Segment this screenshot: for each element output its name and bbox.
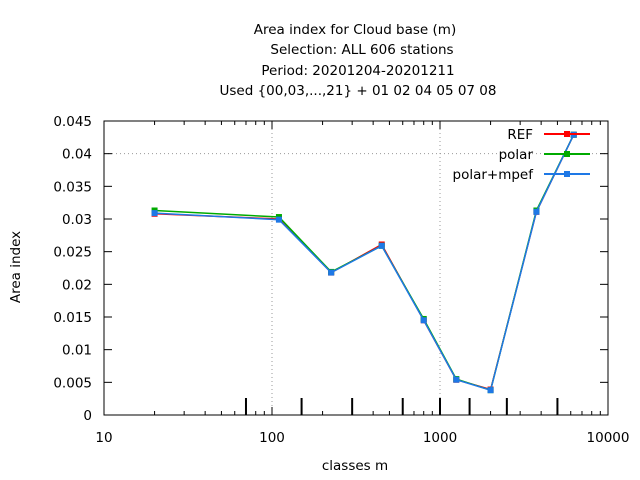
data-point <box>487 387 494 394</box>
legend-entry-2: polar+mpef <box>453 167 590 183</box>
title-line-4: Used {00,03,...,21} + 01 02 04 05 07 08 <box>220 83 497 99</box>
bottom-class-markers <box>244 398 559 415</box>
legend-entry-0: REF <box>507 127 590 143</box>
title-line-2: Selection: ALL 606 stations <box>270 42 453 58</box>
y-axis-label: Area index <box>8 231 24 303</box>
plot-frame <box>103 120 609 416</box>
series-layer <box>151 131 577 394</box>
legend-swatch-marker-2 <box>564 171 570 177</box>
y-tick-label-4: 0.02 <box>62 277 92 293</box>
y-tick-label-7: 0.035 <box>53 179 92 195</box>
x-tick-label-3: 10000 <box>587 430 630 446</box>
data-point <box>151 210 158 217</box>
y-tick-label-5: 0.025 <box>53 245 92 261</box>
legend-entry-1: polar <box>499 147 590 163</box>
y-tick-label-6: 0.03 <box>62 212 92 228</box>
legend-swatch-marker-1 <box>564 151 570 157</box>
data-point <box>453 376 460 383</box>
chart-title: Area index for Cloud base (m) Selection:… <box>220 22 497 99</box>
data-point <box>420 317 427 324</box>
title-line-1: Area index for Cloud base (m) <box>254 22 456 38</box>
y-tick-label-1: 0.005 <box>53 375 92 391</box>
y-tick-label-9: 0.045 <box>53 114 92 130</box>
x-axis-label: classes m <box>322 458 388 474</box>
y-tick-label-0: 0 <box>83 408 92 424</box>
legend-label-1: polar <box>499 147 534 163</box>
grid-lines <box>104 121 608 415</box>
y-tick-label-2: 0.01 <box>62 343 92 359</box>
data-point <box>378 242 385 249</box>
axis-ticks: 0 0.005 0.01 0.015 0.02 0.025 0.03 0.035 0.04 0.0… <box>53 114 629 446</box>
y-tick-label-3: 0.015 <box>53 310 92 326</box>
legend-label-0: REF <box>507 127 533 143</box>
x-tick-label-0: 10 <box>95 430 112 446</box>
title-line-3: Period: 20201204-20201211 <box>261 63 454 79</box>
data-point <box>275 216 282 223</box>
legend: REF polar polar+mpef <box>453 127 590 183</box>
y-tick-label-8: 0.04 <box>62 147 92 163</box>
x-tick-label-2: 1000 <box>423 430 457 446</box>
x-tick-label-1: 100 <box>259 430 285 446</box>
legend-swatch-marker-0 <box>564 131 570 137</box>
data-point <box>328 269 335 276</box>
legend-label-2: polar+mpef <box>453 167 535 183</box>
data-point <box>533 208 540 215</box>
